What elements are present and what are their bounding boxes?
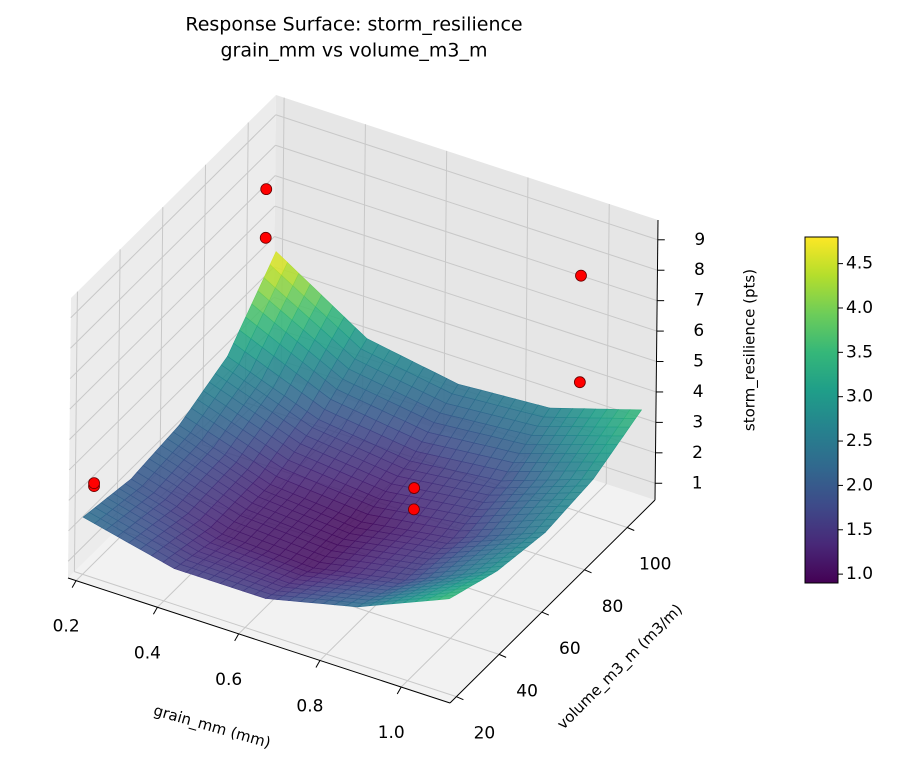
colorbar-tick-label: 4.5: [846, 254, 873, 274]
z-tick-label: 1: [692, 473, 703, 493]
z-tick-label: 2: [692, 443, 703, 463]
x-tick-label: 1.0: [378, 723, 405, 743]
data-point: [408, 482, 421, 494]
tick-mark: [584, 569, 592, 574]
data-point: [88, 477, 100, 489]
grid-line: [274, 236, 657, 362]
colorbar: [804, 236, 839, 584]
grid-line: [275, 144, 658, 271]
chart-subtitle: grain_mm vs volume_m3_m: [220, 40, 487, 62]
y-tick-label: 40: [516, 681, 538, 701]
z-tick-label: 9: [694, 230, 705, 250]
z-axis-label: storm_resilience (pts): [741, 269, 760, 431]
colorbar-tick-label: 1.5: [846, 520, 873, 540]
z-tick-label: 5: [693, 352, 704, 372]
chart-title: Response Surface: storm_resilience: [185, 14, 522, 36]
grid-line: [400, 483, 607, 688]
tick-mark: [627, 527, 635, 531]
z-tick-label: 4: [693, 382, 704, 402]
surface-patch: [437, 595, 456, 601]
colorbar-tick-label: 3.0: [846, 387, 873, 407]
data-point: [407, 503, 420, 516]
grid-line: [275, 114, 658, 241]
colorbar-tick-label: 1.0: [846, 564, 873, 584]
grid-line: [274, 175, 658, 302]
z-axis-line: [654, 219, 659, 501]
y-axis-label: volume_m3_m (m3/m): [553, 600, 686, 733]
y-axis-line: [449, 499, 656, 704]
x-axis-line: [67, 577, 451, 704]
grid-line: [274, 205, 657, 332]
grid-line: [69, 205, 276, 410]
z-tick-label: 6: [693, 321, 704, 341]
grid-line: [69, 175, 276, 380]
z-tick-label: 7: [694, 291, 705, 311]
data-point: [575, 269, 587, 282]
tick-mark: [234, 633, 240, 642]
left-pane: [68, 95, 276, 578]
y-tick-label: 60: [559, 639, 581, 659]
x-tick-label: 0.6: [215, 670, 242, 690]
y-tick-label: 20: [474, 724, 496, 744]
y-tick-label: 80: [602, 597, 624, 617]
colorbar-tick-label: 2.0: [846, 475, 873, 495]
x-tick-label: 0.4: [134, 643, 161, 663]
data-point: [259, 231, 272, 244]
colorbar-tick-label: 3.5: [846, 342, 873, 362]
data-point: [260, 183, 273, 196]
x-tick-label: 0.2: [53, 617, 80, 637]
tick-mark: [71, 580, 77, 588]
tick-mark: [498, 653, 507, 658]
tick-mark: [315, 660, 321, 668]
grid-line: [70, 114, 277, 319]
grid-line: [74, 571, 457, 698]
data-point: [573, 376, 586, 389]
z-tick-label: 3: [692, 412, 703, 432]
grid-line: [70, 144, 276, 349]
z-tick-label: 8: [694, 260, 705, 280]
tick-mark: [152, 607, 158, 615]
grid-line: [69, 236, 275, 440]
colorbar-tick-label: 4.0: [846, 298, 873, 318]
x-tick-label: 0.8: [296, 696, 323, 716]
x-axis-label: grain_mm (mm): [151, 701, 273, 753]
grid-line: [68, 266, 275, 471]
tick-mark: [396, 686, 402, 695]
grid-line: [274, 266, 657, 393]
colorbar-tick-label: 2.5: [846, 431, 873, 451]
y-tick-label: 100: [639, 554, 671, 574]
tick-mark: [456, 696, 464, 701]
tick-mark: [541, 611, 550, 616]
